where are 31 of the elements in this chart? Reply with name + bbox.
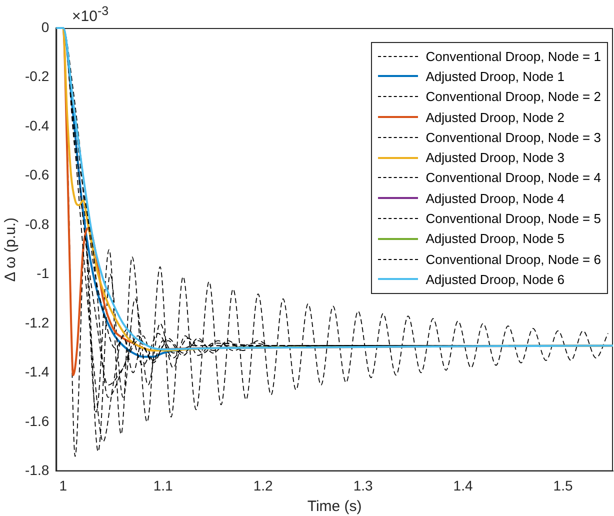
y-axis-title: Δ ω (p.u.) bbox=[2, 217, 20, 282]
legend-label: Adjusted Droop, Node 2 bbox=[426, 110, 564, 125]
legend-label: Adjusted Droop, Node 4 bbox=[426, 190, 564, 206]
y-tick-label: -0.2 bbox=[25, 68, 50, 84]
y-tick-label: -0.4 bbox=[25, 117, 50, 134]
legend-label: Conventional Droop, Node = 6 bbox=[426, 252, 601, 267]
x-tick-label: 1.2 bbox=[253, 477, 274, 494]
y-tick-label: -1 bbox=[36, 265, 50, 282]
text: ×10$^{-3}$ bbox=[72, 4, 109, 25]
legend-label: Conventional Droop, Node = 1 bbox=[426, 48, 601, 64]
x-axis-title: Time (s) bbox=[307, 498, 362, 516]
x-tick-label: 1.3 bbox=[353, 477, 373, 494]
legend-label: Conventional Droop, Node = 5 bbox=[426, 211, 601, 226]
y-tick-label: -0.6 bbox=[25, 166, 50, 183]
legend-label: Conventional Droop, Node = 4 bbox=[426, 170, 601, 186]
legend-label: Adjusted Droop, Node 3 bbox=[426, 150, 564, 166]
x-tick-label: 1.5 bbox=[553, 477, 573, 494]
x-tick-label: 1.1 bbox=[153, 477, 174, 494]
y-tick-label: -1.8 bbox=[25, 462, 50, 478]
x-tick-label: 1 bbox=[59, 477, 68, 494]
legend-label: Adjusted Droop, Node 1 bbox=[426, 68, 564, 84]
legend-label: Adjusted Droop, Node 6 bbox=[426, 272, 564, 287]
y-tick-label: -0.8 bbox=[25, 216, 50, 232]
legend-label: Adjusted Droop, Node 5 bbox=[426, 231, 564, 246]
x-tick-label: 1.4 bbox=[453, 477, 473, 494]
y-tick-label: -1.6 bbox=[25, 412, 50, 429]
y-tick-label: -1.4 bbox=[25, 364, 50, 380]
y-tick-label: -1.2 bbox=[25, 314, 50, 330]
legend-label: Conventional Droop, Node = 3 bbox=[426, 130, 601, 145]
legend-label: Conventional Droop, Node = 2 bbox=[426, 89, 601, 104]
y-tick-label: 0 bbox=[41, 18, 50, 35]
